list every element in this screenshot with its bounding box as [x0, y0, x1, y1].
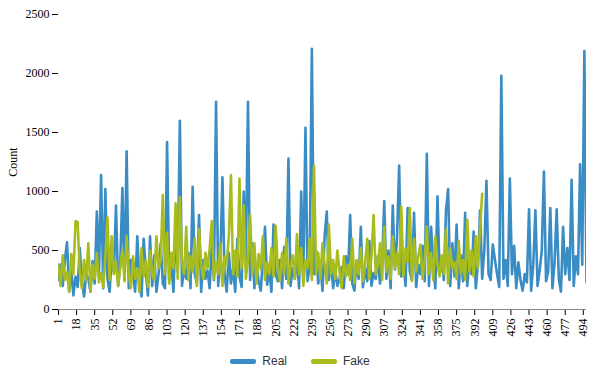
svg-text:137: 137 — [196, 319, 210, 337]
svg-text:188: 188 — [250, 319, 264, 337]
svg-text:409: 409 — [486, 319, 500, 337]
svg-text:120: 120 — [178, 319, 192, 337]
svg-text:426: 426 — [504, 319, 518, 337]
svg-text:2000: 2000 — [26, 66, 50, 80]
svg-text:154: 154 — [214, 319, 228, 337]
svg-text:239: 239 — [305, 319, 319, 337]
svg-text:375: 375 — [449, 319, 463, 337]
svg-text:2500: 2500 — [26, 7, 50, 21]
svg-text:460: 460 — [540, 319, 554, 337]
html-text:Fake: Fake — [343, 354, 370, 368]
svg-text:18: 18 — [69, 319, 83, 331]
svg-text:290: 290 — [359, 319, 373, 337]
svg-text:1: 1 — [51, 319, 65, 325]
svg-text:1500: 1500 — [26, 125, 50, 139]
svg-text:103: 103 — [160, 319, 174, 337]
svg-text:494: 494 — [576, 319, 590, 337]
svg-text:256: 256 — [323, 319, 337, 337]
svg-text:52: 52 — [106, 319, 120, 331]
svg-text:205: 205 — [269, 319, 283, 337]
svg-text:Count: Count — [6, 147, 20, 177]
svg-text:443: 443 — [522, 319, 536, 337]
svg-text:0: 0 — [44, 302, 50, 316]
svg-text:222: 222 — [287, 319, 301, 337]
svg-text:35: 35 — [88, 319, 102, 331]
svg-text:69: 69 — [124, 319, 138, 331]
svg-text:273: 273 — [341, 319, 355, 337]
svg-text:324: 324 — [395, 319, 409, 337]
svg-text:358: 358 — [431, 319, 445, 337]
svg-text:171: 171 — [232, 319, 246, 337]
svg-text:307: 307 — [377, 319, 391, 337]
html-text:Real: Real — [262, 354, 287, 368]
svg-text:1000: 1000 — [26, 184, 50, 198]
svg-text:392: 392 — [468, 319, 482, 337]
svg-text:86: 86 — [142, 319, 156, 331]
svg-text:477: 477 — [558, 319, 572, 337]
svg-text:341: 341 — [413, 319, 427, 337]
svg-text:500: 500 — [32, 243, 50, 257]
